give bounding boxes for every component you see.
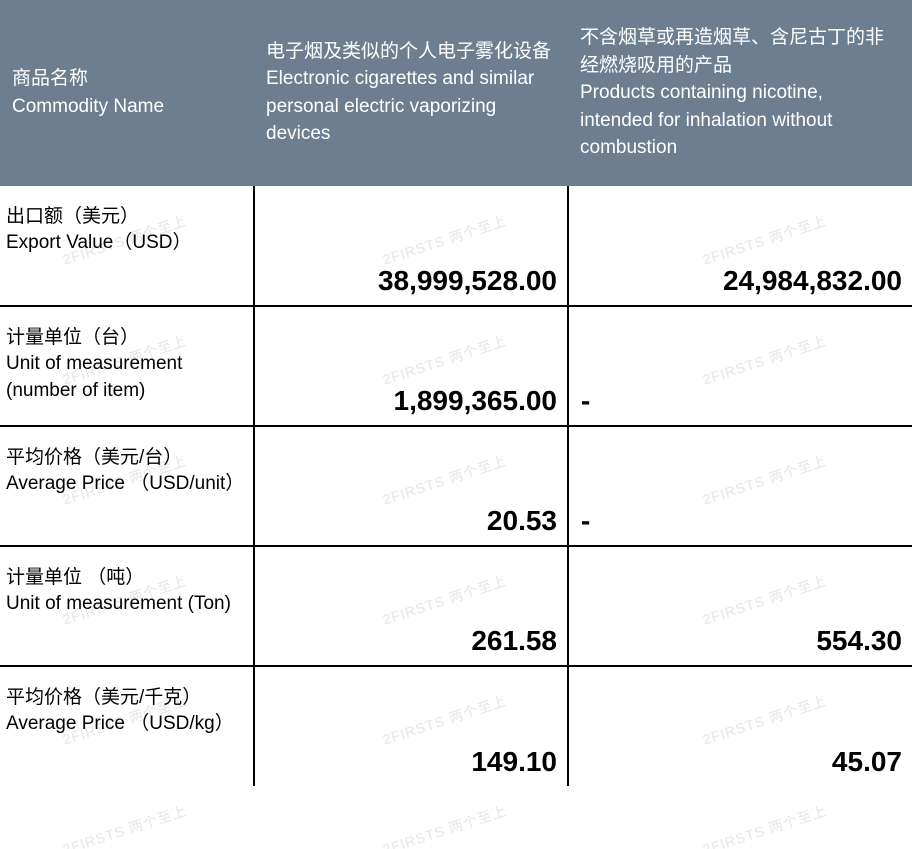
header-col1-zh: 商品名称: [12, 68, 88, 89]
row-label-avg-price-unit: 平均价格（美元/台） Average Price （USD/unit）: [0, 426, 254, 546]
header-col1-en: Commodity Name: [12, 96, 164, 117]
row-label-export-value: 出口额（美元） Export Value（USD）: [0, 186, 254, 306]
row0-label-en: Export Value（USD）: [6, 232, 192, 253]
header-col3-en: Products containing nicotine, intended f…: [580, 82, 832, 158]
watermark-text: 2FIRSTS 两个至上: [60, 800, 189, 849]
header-electronic-cigarettes: 电子烟及类似的个人电子雾化设备 Electronic cigarettes an…: [254, 0, 568, 186]
row1-col3-value: -: [568, 306, 912, 426]
header-col2-en: Electronic cigarettes and similar person…: [266, 68, 534, 144]
row-label-avg-price-kg: 平均价格（美元/千克） Average Price （USD/kg）: [0, 666, 254, 786]
table-row: 平均价格（美元/台） Average Price （USD/unit） 20.5…: [0, 426, 912, 546]
table-row: 出口额（美元） Export Value（USD） 38,999,528.00 …: [0, 186, 912, 306]
table-row: 计量单位（台） Unit of measurement (number of i…: [0, 306, 912, 426]
header-nicotine-products: 不含烟草或再造烟草、含尼古丁的非经燃烧吸用的产品 Products contai…: [568, 0, 912, 186]
row4-label-zh: 平均价格（美元/千克）: [6, 687, 201, 708]
table-row: 计量单位 （吨） Unit of measurement (Ton) 261.5…: [0, 546, 912, 666]
header-commodity-name: 商品名称 Commodity Name: [0, 0, 254, 186]
row0-col2-value: 38,999,528.00: [254, 186, 568, 306]
row3-label-en: Unit of measurement (Ton): [6, 593, 231, 614]
row4-label-en: Average Price （USD/kg）: [6, 713, 234, 734]
header-col2-zh: 电子烟及类似的个人电子雾化设备: [266, 41, 551, 62]
row3-label-zh: 计量单位 （吨）: [6, 567, 144, 588]
row3-col3-value: 554.30: [568, 546, 912, 666]
row2-col2-value: 20.53: [254, 426, 568, 546]
row0-col3-value: 24,984,832.00: [568, 186, 912, 306]
table-row: 平均价格（美元/千克） Average Price （USD/kg） 149.1…: [0, 666, 912, 786]
export-data-table: 商品名称 Commodity Name 电子烟及类似的个人电子雾化设备 Elec…: [0, 0, 912, 786]
row0-label-zh: 出口额（美元）: [6, 206, 139, 227]
row1-col2-value: 1,899,365.00: [254, 306, 568, 426]
row4-col3-value: 45.07: [568, 666, 912, 786]
row-label-unit-ton: 计量单位 （吨） Unit of measurement (Ton): [0, 546, 254, 666]
row-label-unit-item: 计量单位（台） Unit of measurement (number of i…: [0, 306, 254, 426]
watermark-text: 2FIRSTS 两个至上: [380, 800, 509, 849]
row2-col3-value: -: [568, 426, 912, 546]
row1-label-zh: 计量单位（台）: [6, 327, 139, 348]
row2-label-en: Average Price （USD/unit）: [6, 473, 244, 494]
row1-label-en: Unit of measurement (number of item): [6, 353, 182, 401]
row2-label-zh: 平均价格（美元/台）: [6, 447, 182, 468]
watermark-text: 2FIRSTS 两个至上: [700, 800, 829, 849]
header-col3-zh: 不含烟草或再造烟草、含尼古丁的非经燃烧吸用的产品: [580, 27, 884, 76]
row3-col2-value: 261.58: [254, 546, 568, 666]
table-header-row: 商品名称 Commodity Name 电子烟及类似的个人电子雾化设备 Elec…: [0, 0, 912, 186]
row4-col2-value: 149.10: [254, 666, 568, 786]
